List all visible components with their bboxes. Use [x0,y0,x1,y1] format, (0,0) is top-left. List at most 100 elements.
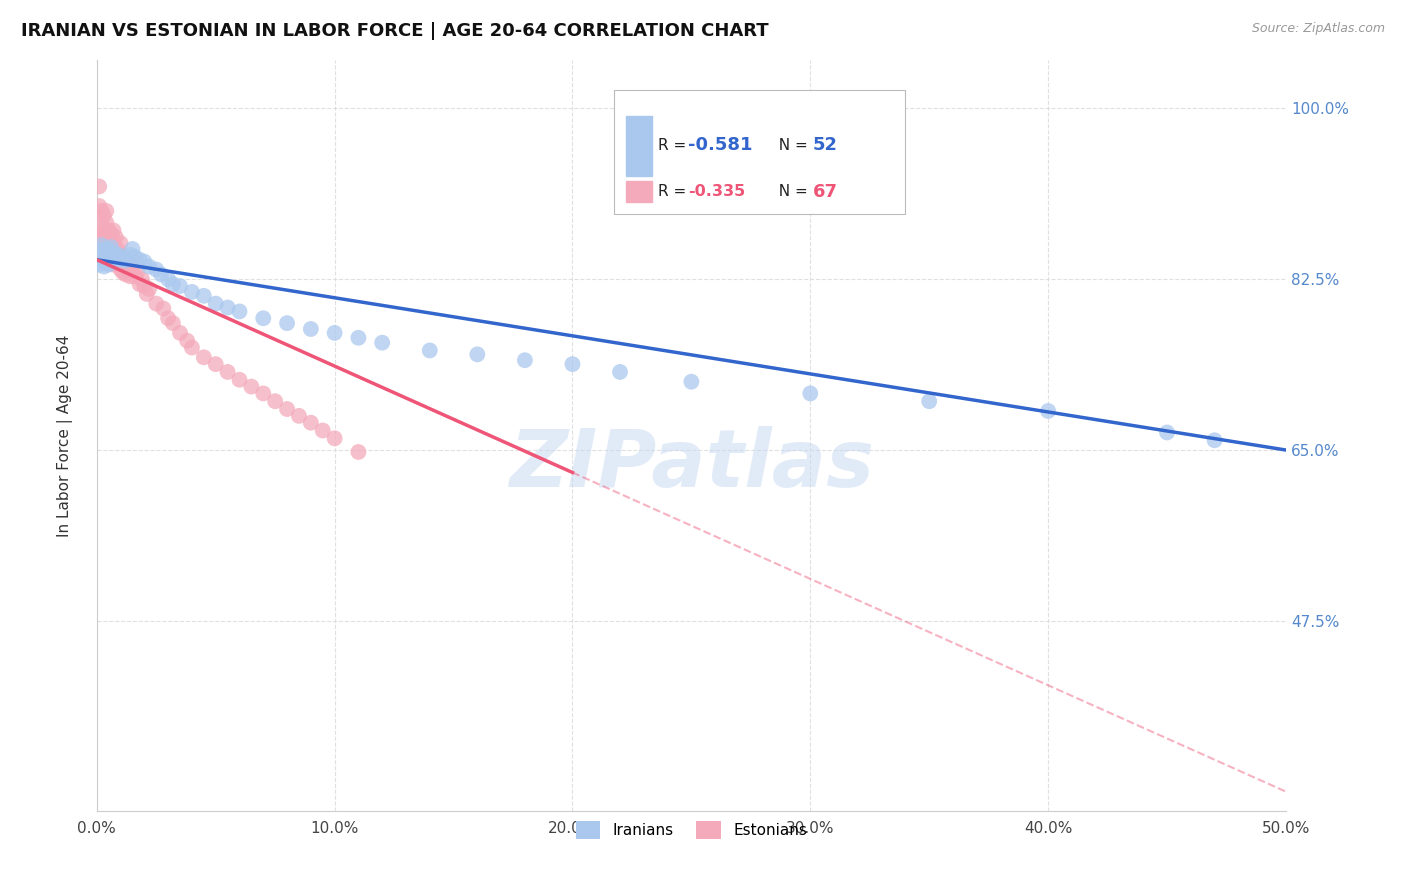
Point [100,240,122,254]
Point [918,394,941,409]
Point [110,252,132,267]
Point [114,252,136,267]
Point [97,258,120,272]
Point [157,311,180,326]
Point [323,326,346,340]
Point [288,409,311,423]
Point [114,268,136,282]
Text: -0.581: -0.581 [688,136,752,154]
Point [134,279,156,293]
Point [96,203,118,218]
Point [134,254,156,268]
Point [1204,434,1226,448]
Point [104,255,127,269]
Text: 67: 67 [813,183,838,201]
Point [169,326,191,340]
Point [312,424,335,438]
Point [299,416,322,430]
Point [169,279,191,293]
Point [121,262,143,277]
Bar [626,116,652,176]
Point [138,282,160,296]
Point [157,272,180,286]
Point [103,254,125,268]
Point [104,244,127,259]
Point [124,269,146,284]
Point [371,335,394,350]
Point [100,252,122,267]
Point [128,277,150,291]
Point [347,331,370,345]
Point [419,343,441,358]
Point [107,258,129,272]
Point [96,255,118,269]
Point [96,228,118,243]
Point [120,255,142,269]
Point [100,240,122,254]
Point [799,386,821,401]
Point [97,233,120,247]
Point [145,296,167,310]
Point [114,253,136,268]
Point [96,242,118,256]
Point [124,250,146,264]
Point [228,373,250,387]
Point [513,353,536,368]
Point [162,277,184,291]
Point [204,296,226,310]
Point [204,357,226,371]
Point [93,245,115,260]
Point [89,243,111,257]
Text: ZIPatlas: ZIPatlas [509,426,875,505]
Text: IRANIAN VS ESTONIAN IN LABOR FORCE | AGE 20-64 CORRELATION CHART: IRANIAN VS ESTONIAN IN LABOR FORCE | AGE… [21,22,769,40]
Point [131,272,153,286]
Text: N =: N = [769,137,813,153]
Point [93,223,115,237]
Point [104,252,127,266]
Text: N =: N = [769,185,813,200]
Point [103,245,125,260]
Point [89,199,111,213]
Point [111,265,134,279]
Point [90,238,112,252]
Point [93,243,115,257]
Point [103,223,125,237]
Point [96,236,118,251]
Point [97,238,120,252]
Y-axis label: In Labor Force | Age 20-64: In Labor Force | Age 20-64 [58,334,73,537]
Point [93,260,115,274]
Point [100,227,122,241]
Point [150,268,173,282]
Point [107,248,129,262]
Point [93,209,115,223]
Point [128,252,150,267]
Point [252,386,274,401]
Point [561,357,583,371]
Point [276,316,298,330]
Point [299,322,322,336]
Point [107,243,129,257]
Point [89,258,111,272]
Point [138,260,160,274]
Point [193,289,215,303]
Point [193,351,215,365]
Legend: Iranians, Estonians: Iranians, Estonians [569,815,813,845]
Point [323,431,346,445]
FancyBboxPatch shape [614,90,905,214]
Point [103,236,125,251]
Point [121,242,143,256]
Text: R =: R = [658,137,692,153]
Point [90,219,112,233]
Point [120,269,142,284]
Point [111,250,134,264]
Point [103,258,125,272]
Point [89,179,111,194]
Point [465,347,488,361]
Point [228,304,250,318]
Point [152,301,174,316]
Point [96,216,118,230]
Point [111,250,134,264]
Point [252,311,274,326]
Point [181,341,204,355]
Point [97,248,120,262]
